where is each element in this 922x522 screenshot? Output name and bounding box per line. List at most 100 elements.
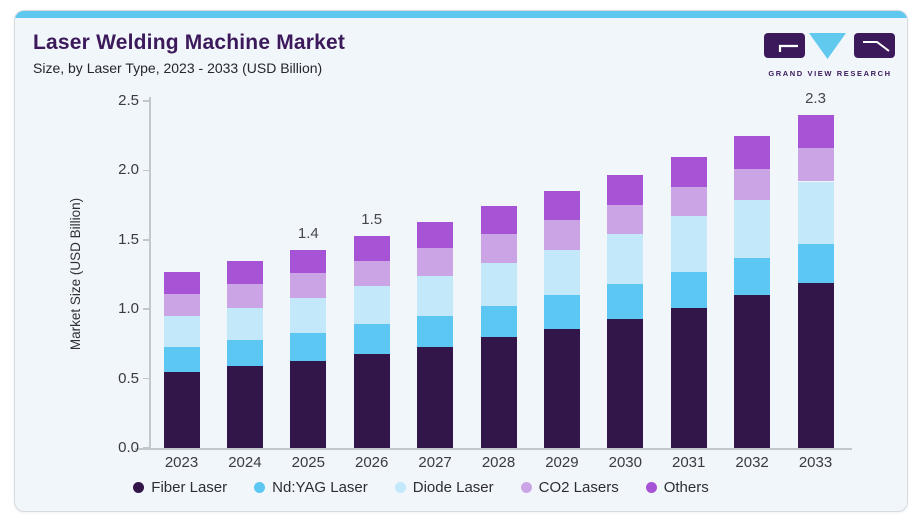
gvr-logo-text: GRAND VIEW RESEARCH xyxy=(768,69,892,78)
bar-total-label: 1.5 xyxy=(361,210,383,228)
bar-2029-segment-nd-yag-laser xyxy=(543,295,580,329)
legend-label: Others xyxy=(663,478,709,496)
bar-2031-segment-fiber-laser xyxy=(670,307,707,448)
y-tick-label: 1.5 xyxy=(118,230,139,248)
x-axis-line xyxy=(135,448,852,450)
bar-2024-segment-others xyxy=(226,260,263,285)
legend-swatch-icon xyxy=(133,481,145,493)
bar-2026-segment-diode-laser xyxy=(353,285,390,325)
bar-2027-segment-fiber-laser xyxy=(417,346,454,448)
legend-item: Nd:YAG Laser xyxy=(254,479,368,496)
bar-2032-segment-nd-yag-laser xyxy=(734,257,771,296)
bar-2031-segment-nd-yag-laser xyxy=(670,271,707,308)
y-tick-mark xyxy=(143,169,149,172)
bar-2033-segment-nd-yag-laser xyxy=(797,243,834,283)
bar-2030-segment-fiber-laser xyxy=(607,318,644,448)
bar-2027-segment-diode-laser xyxy=(417,275,454,317)
bar-2033-segment-diode-laser xyxy=(797,181,834,244)
bar-2028-segment-nd-yag-laser xyxy=(480,306,517,337)
legend-swatch-icon xyxy=(394,481,406,493)
legend-swatch-icon xyxy=(254,481,266,493)
bar-2023-segment-co2-lasers xyxy=(163,293,200,317)
bar-2031-segment-diode-laser xyxy=(670,216,707,272)
bar-2032-segment-fiber-laser xyxy=(734,295,771,448)
legend-swatch-icon xyxy=(645,481,657,493)
x-tick-label: 2026 xyxy=(355,454,389,471)
bar-2023-segment-nd-yag-laser xyxy=(163,346,200,372)
bar-2027-segment-nd-yag-laser xyxy=(417,316,454,347)
bar-2030-segment-nd-yag-laser xyxy=(607,284,644,319)
legend-label: CO2 Lasers xyxy=(538,478,619,496)
bar-2028-segment-fiber-laser xyxy=(480,336,517,448)
legend-label: Nd:YAG Laser xyxy=(272,478,368,496)
bar-2031-segment-others xyxy=(670,156,707,188)
bar-2026-segment-nd-yag-laser xyxy=(353,324,390,354)
chart-legend: Fiber Laser Nd:YAG Laser Diode Laser CO2 La… xyxy=(15,477,867,497)
bar-2028-segment-diode-laser xyxy=(480,263,517,307)
bar-2029-segment-fiber-laser xyxy=(543,328,580,448)
bar-2023-segment-fiber-laser xyxy=(163,371,200,448)
legend-label: Fiber Laser xyxy=(151,478,228,496)
bar-2033-segment-fiber-laser xyxy=(797,282,834,448)
y-tick-mark xyxy=(143,100,149,102)
logo-triangle-icon xyxy=(809,33,846,59)
bar-2026-segment-co2-lasers xyxy=(353,260,390,286)
y-tick-label: 2.5 xyxy=(118,92,139,109)
legend-item: Fiber Laser xyxy=(133,479,227,496)
bar-2024-segment-nd-yag-laser xyxy=(226,339,263,367)
bar-2023-segment-others xyxy=(163,271,200,294)
legend-label: Diode Laser xyxy=(412,478,494,496)
x-tick-label: 2025 xyxy=(291,454,325,471)
x-tick-label: 2030 xyxy=(608,454,642,471)
bar-2025-segment-others xyxy=(290,249,327,274)
chart-card: Laser Welding Machine Market Size, by La… xyxy=(14,10,908,512)
y-tick-label: 0.0 xyxy=(118,439,139,456)
bar-2028-segment-co2-lasers xyxy=(480,234,517,264)
bar-2029-segment-others xyxy=(543,191,580,221)
bar-2030-segment-co2-lasers xyxy=(607,205,644,235)
bar-2027-segment-others xyxy=(417,221,454,249)
legend-swatch-icon xyxy=(520,481,532,493)
x-tick-label: 2028 xyxy=(481,454,516,471)
bar-2026-segment-others xyxy=(353,235,390,261)
bar-2030-segment-diode-laser xyxy=(607,234,644,285)
bar-2024-segment-diode-laser xyxy=(226,307,263,340)
legend-item: CO2 Lasers xyxy=(520,478,619,496)
y-tick-label: 2.0 xyxy=(118,161,139,179)
y-tick-mark xyxy=(143,377,149,380)
x-tick-label: 2024 xyxy=(228,454,262,471)
bar-2025-segment-co2-lasers xyxy=(290,273,327,299)
x-tick-label: 2031 xyxy=(672,454,706,471)
page-title: Laser Welding Machine Market xyxy=(33,31,346,54)
chart-subtitle: Size, by Laser Type, 2023 - 2033 (USD Bi… xyxy=(33,60,323,76)
gvr-logo: GRAND VIEW RESEARCH xyxy=(763,31,897,78)
x-tick-label: 2027 xyxy=(418,454,452,471)
card-accent-bar xyxy=(15,11,907,18)
bar-2024-segment-co2-lasers xyxy=(226,284,263,308)
bar-2025-segment-nd-yag-laser xyxy=(290,332,327,361)
y-tick-label: 1.0 xyxy=(118,300,139,318)
bar-total-label: 2.3 xyxy=(805,89,826,107)
bar-2032-segment-others xyxy=(734,135,771,169)
bar-2028-segment-others xyxy=(480,206,517,235)
gvr-logo-icon xyxy=(764,33,895,59)
bar-2024-segment-fiber-laser xyxy=(226,366,263,448)
bar-2023-segment-diode-laser xyxy=(163,316,200,347)
legend-item: Others xyxy=(645,478,709,496)
bar-2030-segment-others xyxy=(607,174,644,206)
bar-2029-segment-diode-laser xyxy=(543,249,580,296)
y-tick-mark xyxy=(143,447,149,449)
legend-item: Diode Laser xyxy=(394,478,494,496)
y-tick-label: 0.5 xyxy=(118,369,139,387)
x-tick-label: 2032 xyxy=(735,454,769,471)
bar-total-label: 1.4 xyxy=(297,224,319,242)
bar-2029-segment-co2-lasers xyxy=(543,220,580,250)
x-tick-label: 2033 xyxy=(798,454,833,471)
bar-2027-segment-co2-lasers xyxy=(417,248,454,276)
bar-2031-segment-co2-lasers xyxy=(670,187,707,217)
y-axis-title: Market Size (USD Billion) xyxy=(68,197,83,351)
bar-2033-segment-others xyxy=(797,114,834,149)
y-axis-line xyxy=(149,97,151,448)
x-tick-label: 2029 xyxy=(545,454,579,471)
y-tick-mark xyxy=(143,239,149,241)
